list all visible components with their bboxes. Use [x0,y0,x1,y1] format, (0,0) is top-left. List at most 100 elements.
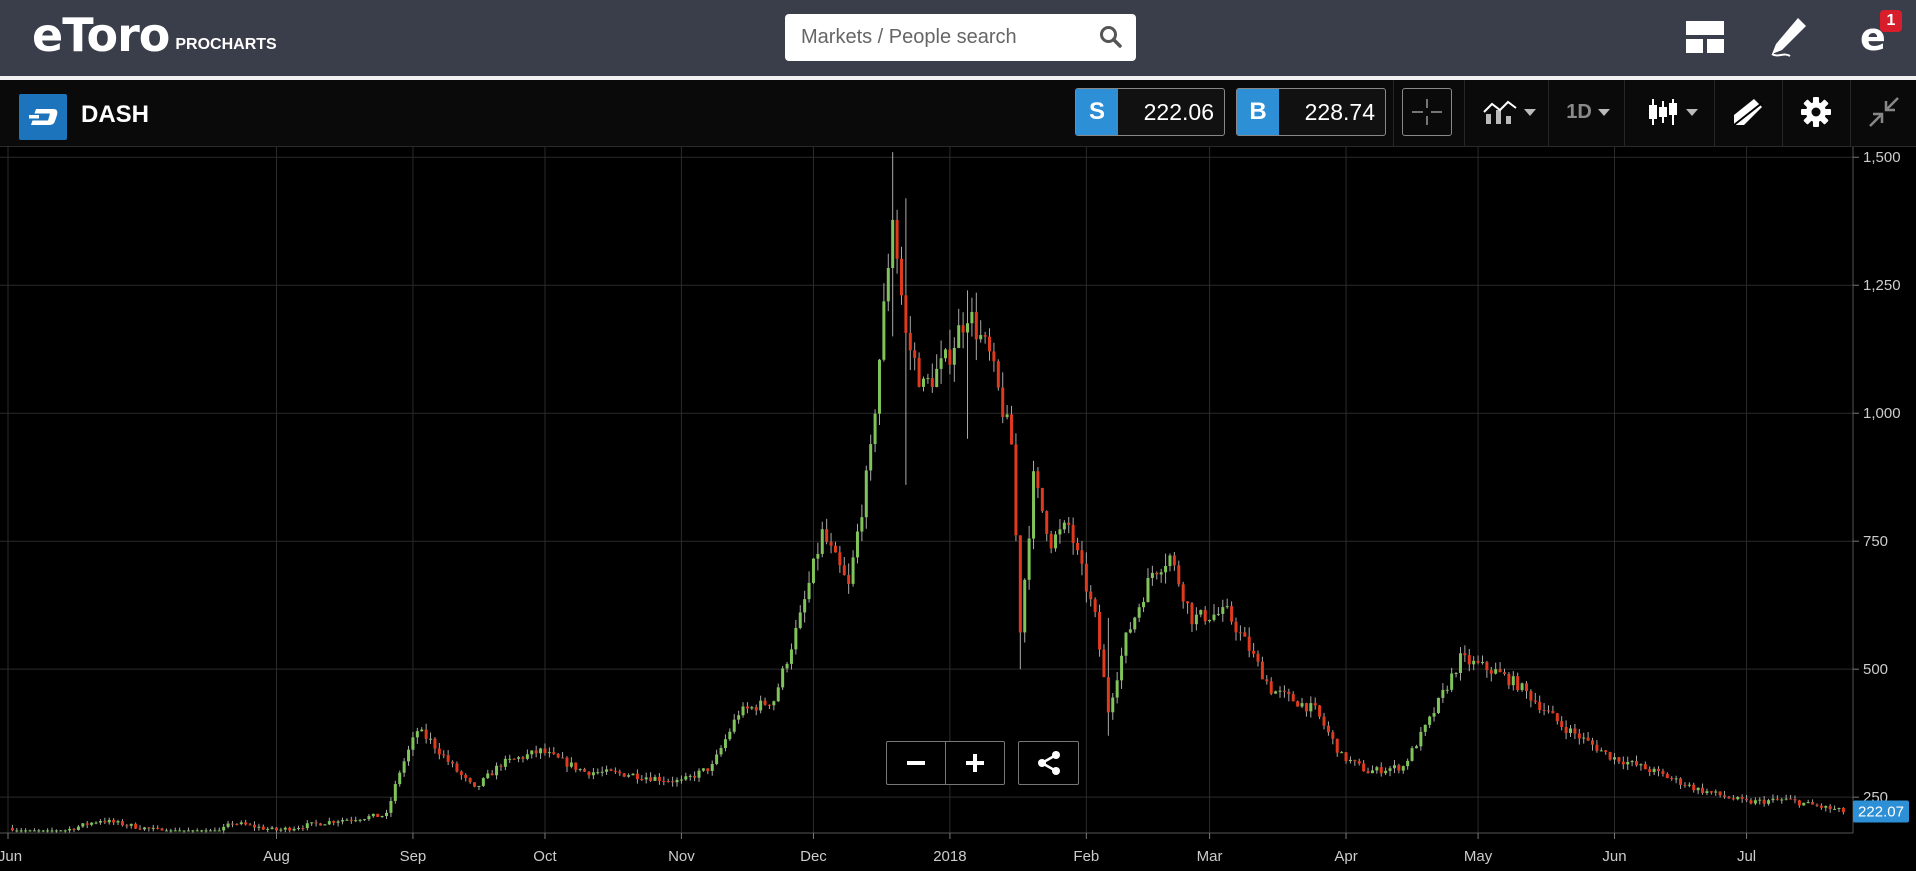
candle-body [1533,700,1537,702]
search-input[interactable] [785,14,1136,61]
candle-body [935,368,939,388]
chart-type-button[interactable] [1636,88,1708,136]
candle-body [1745,798,1749,801]
candle-body [917,357,921,387]
y-tick-label: 1,250 [1863,277,1901,294]
candle-body [230,823,234,825]
candle-body [1142,602,1146,608]
candle-body [701,768,705,771]
candle-body [851,557,855,584]
candle-body [767,704,771,706]
candle-body [1758,799,1762,801]
edit-pencil-icon[interactable] [1766,14,1812,60]
x-tick-label: Jul [1737,848,1756,865]
candle-body [1322,716,1326,726]
candle-body [116,821,120,823]
candle-body [332,821,336,823]
candle-body [1071,524,1075,543]
timeframe-select[interactable]: 1D [1556,88,1620,136]
candle-body [1076,542,1080,551]
etoro-logo[interactable]: eToro PROCHARTS [32,12,277,58]
candle-body [1326,725,1330,733]
candle-body [1392,765,1396,769]
crosshair-button[interactable] [1402,88,1452,136]
candle-body [1626,762,1630,765]
candle-body [539,748,543,754]
candle-body [948,349,952,365]
candle-body [477,785,481,787]
buy-button[interactable]: B 228.74 [1236,88,1386,136]
candle-body [565,757,569,767]
candle-body [1379,767,1383,774]
candle-body [1318,705,1322,717]
zoom-out-button[interactable] [887,742,945,784]
plus-icon [966,754,984,772]
candle-body [186,830,190,832]
candle-body [1841,807,1845,813]
candle-body [1384,770,1388,774]
candle-body [1454,672,1458,674]
candle-body [411,737,415,750]
logo-procharts: PROCHARTS [175,36,277,53]
candle-body [1538,701,1542,710]
search-icon[interactable] [1098,24,1124,50]
instrument-toolbar [0,80,1916,147]
x-tick-label: Jun [0,848,22,865]
candle-body [1133,617,1137,630]
collapse-button[interactable] [1858,88,1910,136]
candle-body [776,687,780,702]
candle-body [1375,767,1379,771]
candle-body [164,830,168,832]
candle-body [455,763,459,772]
candle-body [1014,444,1018,536]
candle-body [869,444,873,471]
candle-body [1780,799,1784,801]
share-button[interactable] [1018,741,1079,785]
candle-body [301,828,305,830]
candlestick-series [10,152,1845,834]
candle-body [877,359,881,414]
zoom-in-button[interactable] [945,742,1004,784]
candle-body [1564,726,1568,733]
candle-body [1344,752,1348,762]
candle-body [1480,662,1484,664]
layout-icon[interactable] [1682,14,1728,60]
candle-body [85,823,89,825]
candle-body [371,813,375,817]
x-tick-label: Feb [1073,848,1099,865]
settings-button[interactable] [1790,88,1842,136]
candle-body [1106,677,1110,713]
candle-body [1498,669,1502,673]
candle-body [490,773,494,776]
candle-body [970,312,974,324]
candle-body [1573,728,1577,734]
sell-button[interactable]: S 222.06 [1075,88,1225,136]
candle-body [1613,757,1617,760]
candle-body [684,776,688,780]
candle-body [1291,694,1295,702]
drawing-tools-button[interactable] [1722,88,1774,136]
indicators-button[interactable] [1474,88,1544,136]
candle-body [512,758,516,760]
candle-body [631,773,635,776]
candle-body [1784,798,1788,800]
candle-body [54,830,58,832]
candle-body [974,312,978,340]
candle-body [41,830,45,832]
candle-body [252,824,256,828]
candle-body [1542,709,1546,711]
candle-body [1476,660,1480,663]
candle-body [1388,768,1392,771]
last-price-box [1853,800,1909,823]
candle-body [1577,733,1581,739]
candle-body [1111,697,1115,713]
dash-coin-icon [19,94,67,140]
candle-body [32,830,36,832]
candle-body [1036,471,1040,488]
candle-body [899,258,903,296]
candle-body [1450,673,1454,690]
candle-body [486,773,490,779]
chevron-down-icon [1597,108,1610,116]
notification-badge[interactable]: 1 [1880,10,1902,32]
